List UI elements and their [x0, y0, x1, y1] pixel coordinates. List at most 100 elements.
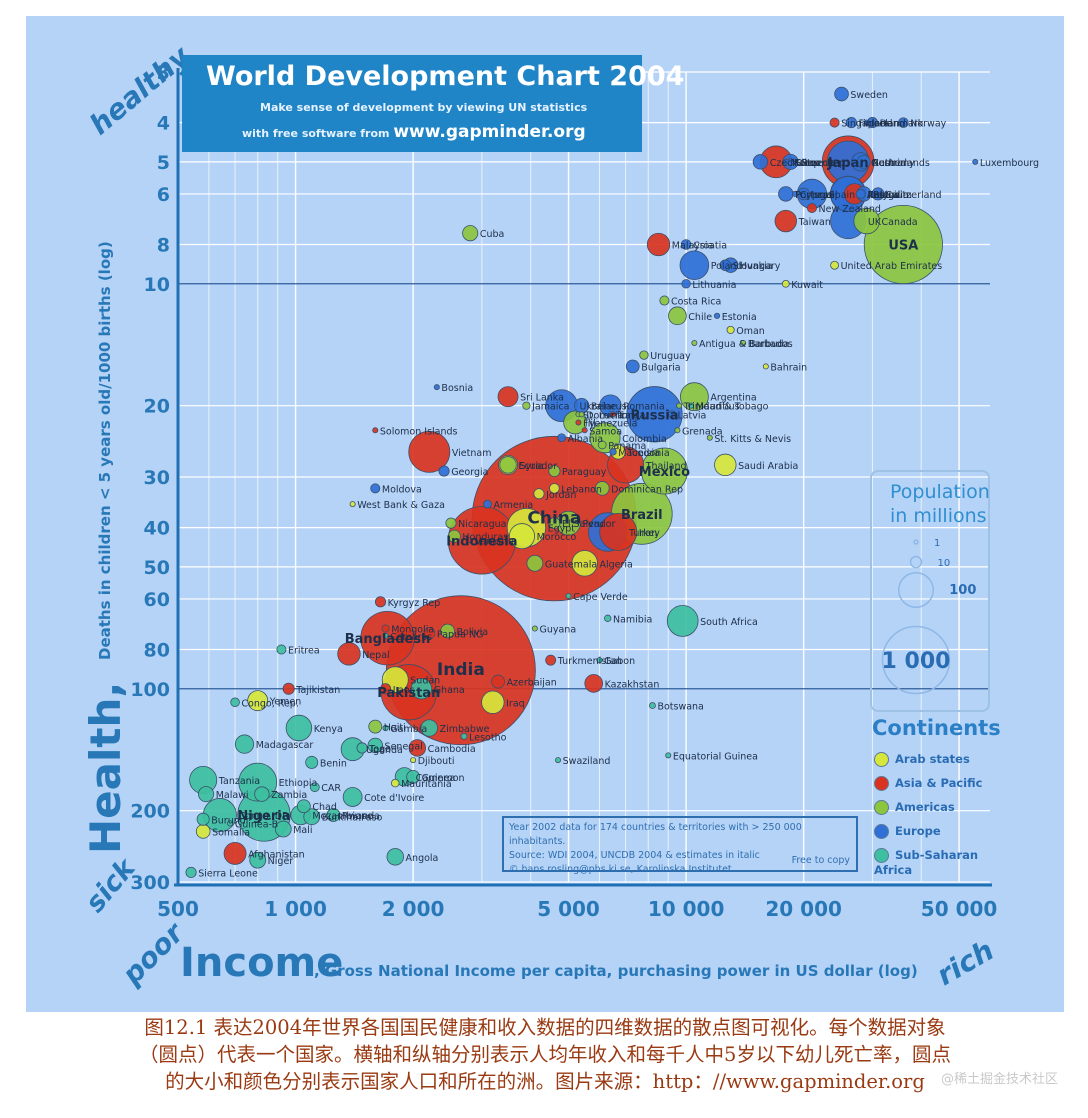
country-label: Tajikistan	[295, 685, 340, 696]
country-label: Sri Lanka	[520, 393, 564, 404]
country-label: Mozambique	[312, 811, 373, 822]
country-bubble	[254, 786, 270, 802]
country-bubble	[625, 359, 640, 374]
country-label: Malawi	[216, 790, 249, 801]
country-label: India	[437, 660, 485, 680]
continent-legend-label: Sub-Saharan Africa	[874, 848, 979, 877]
y-tick-label: 100	[130, 679, 170, 701]
continent-legend-item: Americas	[874, 800, 955, 815]
country-label: Sudan	[410, 676, 440, 687]
country-label: CAR	[321, 783, 341, 794]
x-tick-label: 10 000	[648, 897, 725, 921]
country-label: Jamaica	[531, 402, 569, 413]
country-label: Burundi	[211, 815, 248, 826]
country-bubble	[834, 86, 849, 102]
country-label: Haiti	[384, 723, 406, 734]
country-label: St. Lucia	[583, 410, 624, 421]
country-label: Pakistan	[377, 686, 440, 701]
y-tick-label: 3	[157, 62, 170, 84]
country-bubble	[195, 824, 211, 839]
country-label: Brazil	[621, 508, 663, 523]
country-bubble	[391, 778, 400, 788]
continent-legend-label: Arab states	[895, 752, 970, 766]
country-label: Madagascar	[256, 740, 314, 751]
country-bubble	[549, 483, 560, 494]
country-label: Turkey	[628, 528, 660, 539]
country-label: Togo	[368, 744, 391, 755]
country-label: Estonia	[722, 312, 757, 323]
country-label: Nicaragua	[458, 519, 506, 530]
country-label: Ukraine	[580, 402, 617, 413]
country-bubble	[740, 339, 747, 346]
country-bubble	[481, 690, 505, 714]
country-bubble	[668, 306, 687, 326]
country-bubble	[368, 719, 383, 734]
country-label: Slovenia	[796, 158, 836, 169]
country-label: Saudi Arabia	[738, 461, 798, 472]
country-label: Finland	[859, 119, 893, 130]
country-bubble	[342, 787, 363, 807]
y-tick-label: 20	[144, 396, 170, 418]
caption-line-3: 的大小和颜色分别表示国家人口和所在的洲。图片来源：http：//www.gapm…	[165, 1070, 925, 1093]
country-label: Eritrea	[288, 646, 320, 657]
country-label: Cuba	[480, 229, 505, 240]
country-bubble	[610, 411, 617, 418]
country-label: Sweden	[850, 90, 888, 101]
figure-caption: 图12.1 表达2004年世界各国国民健康和收入数据的四维数据的散点图可视化。每…	[30, 1014, 1060, 1095]
country-label: Swaziland	[563, 756, 611, 767]
country-label: Equatorial Guinea	[673, 751, 758, 762]
country-label: Portugal	[795, 190, 834, 201]
country-bubble	[665, 752, 672, 759]
country-bubble	[972, 158, 979, 165]
country-label: Indonesia	[446, 534, 517, 549]
country-label: Egypt	[548, 524, 576, 535]
country-bubble	[303, 808, 321, 826]
country-label: Bahrain	[770, 362, 807, 373]
country-label: Mongolia	[391, 625, 434, 636]
country-label: Iceland	[871, 119, 905, 130]
country-bubble	[499, 456, 517, 474]
y-tick-label: 6	[157, 184, 170, 206]
country-bubble	[447, 529, 461, 543]
country-label: Solomon Islands	[380, 426, 458, 437]
population-legend-circle	[881, 625, 951, 695]
country-label: Zimbabwe	[440, 724, 490, 735]
country-label: Latvia	[677, 410, 706, 421]
y-tick-label: 4	[157, 113, 170, 135]
x-axis-big-label: Income	[180, 940, 343, 986]
x-tick-label: 20 000	[765, 897, 842, 921]
country-bubble	[440, 623, 455, 639]
country-label: Colombia	[622, 434, 667, 445]
x-tick-label: 2 000	[382, 897, 445, 921]
country-label: Benin	[320, 758, 347, 769]
country-bubble	[578, 411, 585, 418]
country-bubble	[597, 440, 607, 450]
country-label: Jordan	[545, 490, 576, 501]
country-label: Cape Verde	[573, 592, 628, 603]
country-bubble	[719, 259, 732, 271]
country-bubble	[423, 627, 436, 640]
country-bubble	[863, 119, 870, 126]
country-label: Honduras	[462, 532, 508, 543]
country-bubble	[374, 596, 387, 608]
y-tick-label: 60	[144, 589, 170, 611]
country-label: Mexico	[639, 465, 690, 480]
country-label: Venezuela	[589, 418, 638, 429]
continent-legend-label: Americas	[895, 800, 955, 814]
country-bubble	[438, 465, 450, 477]
country-bubble	[668, 410, 676, 419]
country-label: Guinea-B	[235, 819, 278, 830]
country-bubble	[680, 239, 692, 250]
country-label: Iran	[639, 528, 658, 539]
country-bubble	[234, 734, 255, 754]
country-label: Nigeria	[237, 809, 290, 824]
country-label: Bolivia	[456, 627, 488, 638]
country-label: Greece	[800, 158, 834, 169]
country-bubble	[356, 742, 368, 754]
country-bubble	[382, 632, 389, 639]
country-label: Rwanda	[342, 811, 380, 822]
country-bubble	[575, 419, 582, 426]
country-bubble	[410, 757, 417, 764]
country-label: Samoa	[589, 426, 622, 437]
x-tick-label: 5 000	[537, 897, 600, 921]
